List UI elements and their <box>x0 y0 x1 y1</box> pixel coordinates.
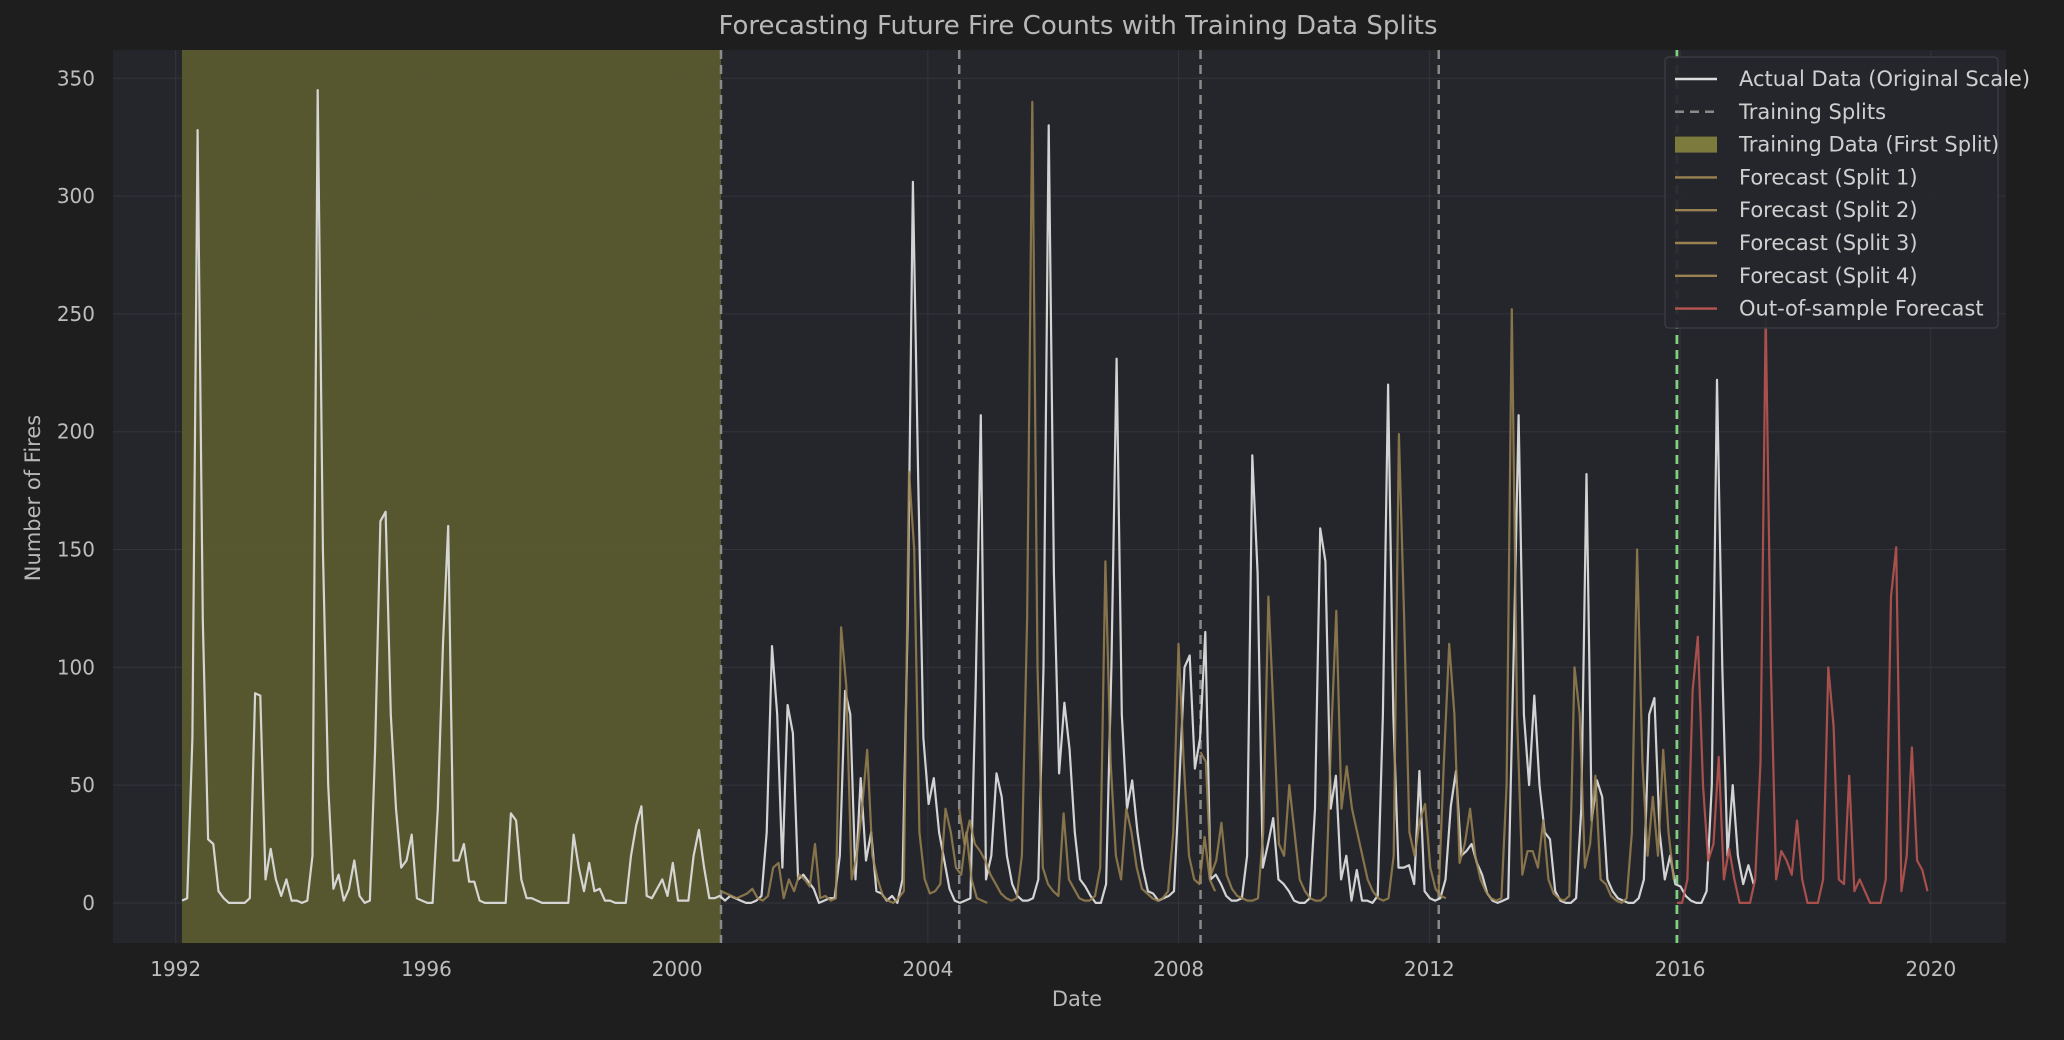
y-tick-label: 50 <box>70 773 95 797</box>
legend-swatch <box>1675 136 1717 153</box>
series-line-3 <box>958 100 1217 902</box>
legend: Actual Data (Original Scale) Training Spl… <box>1664 56 2030 329</box>
y-tick-label: 300 <box>57 184 95 208</box>
x-tick-label: 2000 <box>652 957 703 981</box>
series-line-5 <box>1437 308 1675 905</box>
legend-label: Forecast (Split 2) <box>1739 198 1918 222</box>
legend-frame <box>1664 56 1999 329</box>
series-line-2 <box>720 470 988 905</box>
x-tick-label: 1996 <box>401 957 452 981</box>
legend-label: Actual Data (Original Scale) <box>1739 67 2030 91</box>
y-tick-label: 250 <box>57 302 95 326</box>
series-line-4 <box>1199 433 1447 902</box>
x-tick-label: 2012 <box>1404 957 1455 981</box>
legend-label: Training Data (First Split) <box>1738 133 1999 157</box>
chart-title: Forecasting Future Fire Counts with Trai… <box>718 11 1437 41</box>
legend-label: Forecast (Split 1) <box>1739 165 1918 189</box>
x-tick-label: 2008 <box>1153 957 1204 981</box>
x-tick-label: 2004 <box>902 957 953 981</box>
legend-label: Training Splits <box>1738 100 1886 124</box>
y-axis-label: Number of Fires <box>21 415 45 581</box>
series-line-6 <box>1676 312 1929 905</box>
y-tick-label: 100 <box>57 655 95 679</box>
y-tick-label: 0 <box>82 891 95 915</box>
x-tick-label: 2020 <box>1905 957 1956 981</box>
legend-label: Forecast (Split 4) <box>1739 264 1918 288</box>
x-axis-label: Date <box>1052 987 1102 1011</box>
legend-label: Forecast (Split 3) <box>1739 231 1918 255</box>
x-tick-label: 2016 <box>1655 957 1706 981</box>
x-tick-label: 1992 <box>150 957 201 981</box>
legend-label: Out-of-sample Forecast <box>1739 297 1984 321</box>
y-tick-label: 200 <box>57 420 95 444</box>
y-tick-label: 150 <box>57 538 95 562</box>
y-tick-label: 350 <box>57 66 95 90</box>
